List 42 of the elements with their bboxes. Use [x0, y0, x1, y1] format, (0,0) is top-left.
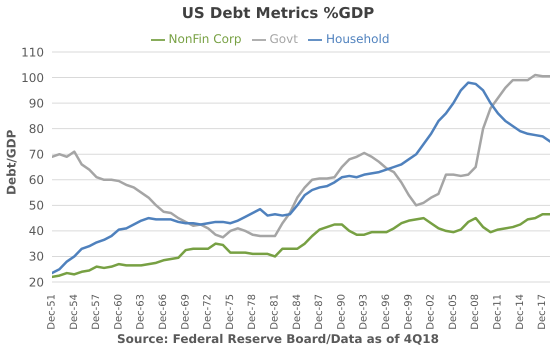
x-tick-label: Dec-66: [158, 294, 169, 330]
y-tick-label: 20: [28, 275, 44, 290]
y-tick-label: 100: [21, 70, 44, 85]
x-tick-label: Dec-87: [314, 294, 326, 330]
x-tick-label: Dec-99: [403, 294, 414, 330]
x-tick-label: Dec-51: [46, 294, 58, 330]
y-tick-label: 60: [28, 173, 44, 188]
legend-label: NonFin Corp: [168, 32, 242, 46]
x-tick-label: Dec-69: [180, 294, 192, 330]
source-note: Source: Federal Reserve Board/Data as of 4Q18: [116, 332, 440, 346]
y-tick-label: 80: [28, 122, 44, 136]
y-tick-label: 30: [28, 250, 44, 264]
x-tick-label: Dec-81: [269, 294, 280, 330]
x-tick-label: Dec-63: [136, 294, 147, 330]
x-tick-label: Dec-93: [358, 294, 370, 330]
x-tick-label: Dec-72: [202, 294, 214, 330]
line-series: [52, 81, 550, 274]
y-tick-label: 90: [28, 96, 44, 110]
legend-label: Household: [326, 32, 390, 46]
legend-label: Govt: [270, 32, 298, 46]
x-tick-label: Dec-54: [68, 294, 80, 330]
x-tick-label: Dec-84: [292, 294, 303, 330]
x-tick-label: Dec-90: [336, 294, 348, 330]
x-tick-label: Dec-57: [91, 294, 102, 330]
chart-title: US Debt Metrics %GDP: [180, 4, 376, 22]
x-tick-label: Dec-60: [113, 294, 124, 330]
x-tick-label: Dec-08: [470, 294, 482, 330]
x-tick-label: Dec-11: [492, 294, 504, 330]
x-tick-label: Dec-02: [426, 294, 437, 330]
line-series: [52, 213, 550, 278]
x-tick-label: Dec-78: [247, 294, 258, 330]
line-series: [52, 74, 550, 239]
x-tick-label: Dec-75: [224, 294, 236, 330]
y-tick-label: 110: [21, 45, 44, 60]
x-tick-label: Dec-05: [448, 294, 459, 330]
x-tick-label: Dec-96: [380, 294, 392, 330]
x-tick-label: Dec-14: [514, 294, 526, 330]
y-tick-label: 70: [28, 147, 44, 162]
y-tick-label: 40: [28, 224, 44, 238]
y-axis-title: Debt/GDP: [4, 129, 18, 195]
y-tick-label: 50: [28, 198, 44, 213]
x-tick-label: Dec-17: [537, 294, 548, 330]
